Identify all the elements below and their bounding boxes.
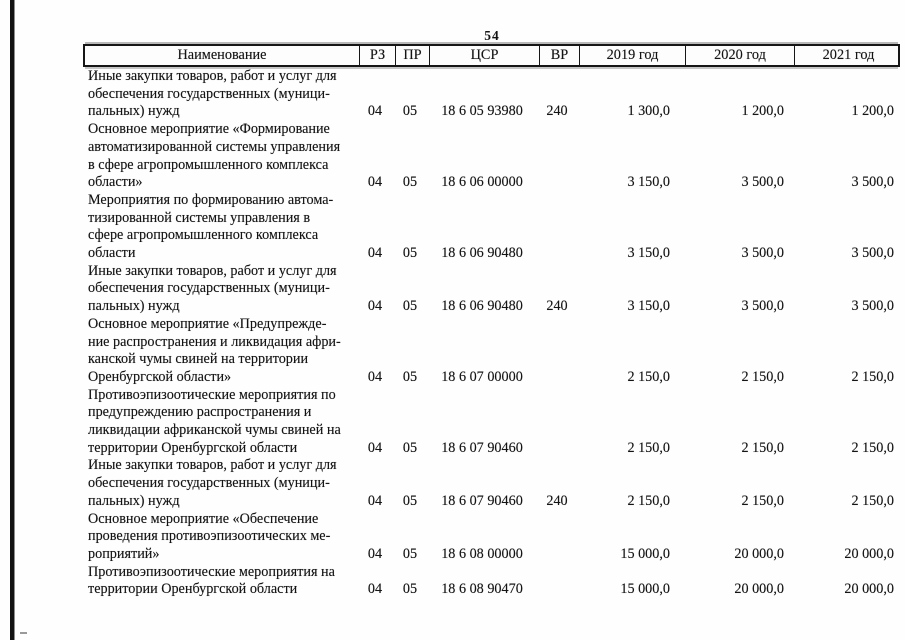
- cell-rz: 04: [367, 545, 383, 562]
- table-row: Противоэпизоотические мероприятия по пре…: [83, 387, 900, 458]
- cell-rz: 04: [367, 298, 383, 315]
- cell-pr: 05: [402, 581, 418, 598]
- cell-pr: 05: [402, 103, 418, 120]
- scan-speck-artifact: [20, 632, 27, 634]
- table-row: Основное мероприятие «Формирование автом…: [83, 121, 900, 192]
- table-row: Иные закупки товаров, работ и услуг для …: [83, 263, 900, 316]
- cell-2020: 1 200,0: [741, 103, 784, 120]
- cell-pr: 05: [402, 245, 418, 262]
- cell-rz: 04: [367, 439, 383, 456]
- cell-2019: 3 150,0: [627, 174, 670, 191]
- cell-pr: 05: [402, 492, 418, 509]
- scan-edge-artifact: [10, 0, 15, 640]
- table-row: Иные закупки товаров, работ и услуг для …: [83, 457, 900, 510]
- cell-csr: 18 6 05 93980: [441, 103, 523, 120]
- cell-2020: 3 500,0: [741, 245, 784, 262]
- column-header-2020: 2020 год: [685, 46, 794, 65]
- cell-name: Основное мероприятие «Обеспечение провед…: [88, 510, 331, 562]
- cell-pr: 05: [402, 174, 418, 191]
- cell-2019: 2 150,0: [627, 439, 670, 456]
- table-row: Основное мероприятие «Обеспечение провед…: [83, 511, 900, 564]
- table-row: Мероприятия по формированию автома- тизи…: [83, 192, 900, 263]
- cell-2021: 2 150,0: [851, 492, 894, 509]
- cell-name: Основное мероприятие «Формирование автом…: [88, 121, 341, 191]
- cell-2020: 2 150,0: [741, 368, 784, 385]
- cell-rz: 04: [367, 581, 383, 598]
- cell-2019: 3 150,0: [627, 298, 670, 315]
- cell-name: Мероприятия по формированию автома- тизи…: [88, 191, 334, 262]
- cell-name: Иные закупки товаров, работ и услуг для …: [88, 457, 337, 509]
- cell-csr: 18 6 06 00000: [441, 174, 523, 191]
- cell-2020: 20 000,0: [734, 545, 784, 562]
- cell-name: Противоэпизоотические мероприятия на тер…: [88, 563, 335, 598]
- cell-2021: 20 000,0: [844, 545, 894, 562]
- cell-csr: 18 6 06 90480: [441, 298, 523, 315]
- column-header-2019: 2019 год: [579, 46, 685, 65]
- cell-name: Иные закупки товаров, работ и услуг для …: [88, 262, 337, 315]
- cell-2019: 1 300,0: [627, 103, 670, 120]
- column-header-rz: РЗ: [359, 46, 395, 65]
- cell-2019: 2 150,0: [627, 492, 670, 509]
- cell-name: Основное мероприятие «Предупрежде- ние р…: [88, 315, 341, 385]
- cell-name: Иные закупки товаров, работ и услуг для …: [88, 68, 337, 120]
- cell-vr: 240: [546, 103, 568, 120]
- cell-csr: 18 6 08 90470: [441, 581, 523, 598]
- cell-2020: 3 500,0: [741, 298, 784, 315]
- cell-rz: 04: [367, 174, 383, 191]
- cell-2021: 3 500,0: [851, 245, 894, 262]
- cell-pr: 05: [402, 298, 418, 315]
- cell-2019: 2 150,0: [627, 368, 670, 385]
- cell-pr: 05: [402, 439, 418, 456]
- cell-2021: 3 500,0: [851, 298, 894, 315]
- cell-2021: 2 150,0: [851, 368, 894, 385]
- cell-csr: 18 6 07 00000: [441, 368, 523, 385]
- page-number: 54: [484, 28, 500, 43]
- table-row: Основное мероприятие «Предупрежде- ние р…: [83, 316, 900, 387]
- column-header-name: Наименование: [177, 47, 267, 63]
- cell-rz: 04: [367, 245, 383, 262]
- column-header-pr: ПР: [395, 46, 429, 65]
- cell-2019: 15 000,0: [620, 581, 670, 598]
- cell-pr: 05: [402, 368, 418, 385]
- cell-2021: 20 000,0: [844, 581, 894, 598]
- cell-vr: 240: [546, 492, 568, 509]
- cell-vr: 240: [546, 298, 568, 315]
- column-header-csr: ЦСР: [429, 46, 539, 65]
- cell-pr: 05: [402, 545, 418, 562]
- cell-2020: 2 150,0: [741, 492, 784, 509]
- cell-2019: 15 000,0: [620, 545, 670, 562]
- cell-2021: 3 500,0: [851, 174, 894, 191]
- cell-2019: 3 150,0: [627, 245, 670, 262]
- cell-rz: 04: [367, 368, 383, 385]
- cell-csr: 18 6 07 90460: [441, 492, 523, 509]
- column-header-2021: 2021 год: [794, 46, 902, 65]
- cell-csr: 18 6 07 90460: [441, 439, 523, 456]
- table-body: Иные закупки товаров, работ и услуг для …: [83, 67, 900, 599]
- cell-csr: 18 6 06 90480: [441, 245, 523, 262]
- cell-name: Противоэпизоотические мероприятия по пре…: [88, 386, 341, 456]
- cell-2020: 3 500,0: [741, 174, 784, 191]
- budget-table: Наименование РЗ ПР ЦСР ВР 2019 год 2020 …: [83, 44, 900, 599]
- cell-2020: 2 150,0: [741, 439, 784, 456]
- cell-rz: 04: [367, 103, 383, 120]
- cell-rz: 04: [367, 492, 383, 509]
- table-row: Иные закупки товаров, работ и услуг для …: [83, 68, 900, 121]
- cell-2020: 20 000,0: [734, 581, 784, 598]
- cell-2021: 2 150,0: [851, 439, 894, 456]
- table-header-row: Наименование РЗ ПР ЦСР ВР 2019 год 2020 …: [83, 44, 900, 67]
- column-header-vr: ВР: [539, 46, 579, 65]
- cell-2021: 1 200,0: [851, 103, 894, 120]
- table-row: Противоэпизоотические мероприятия на тер…: [83, 564, 900, 599]
- cell-csr: 18 6 08 00000: [441, 545, 523, 562]
